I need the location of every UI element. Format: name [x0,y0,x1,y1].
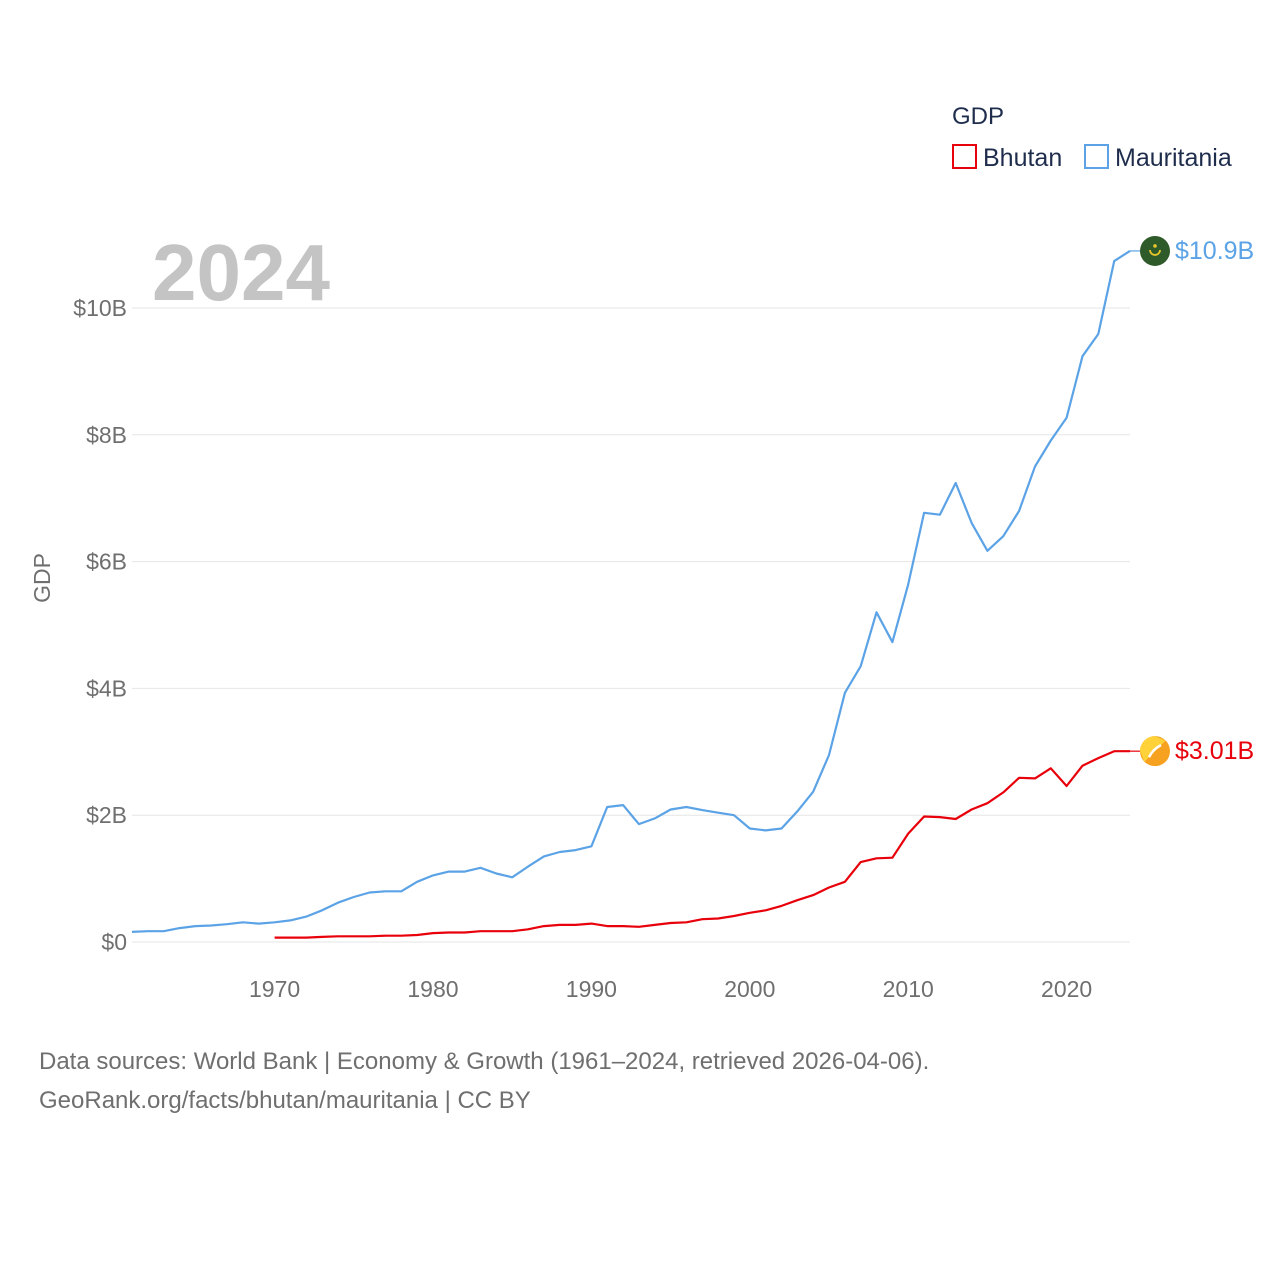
flag-crescent [1149,249,1161,256]
series-line-bhutan [274,750,1130,939]
legend-swatch-mauritania [1084,144,1109,169]
legend-label-mauritania: Mauritania [1115,144,1232,172]
bhutan-flag-icon [1140,736,1170,767]
y-tick-label: $8B [86,422,127,448]
x-tick-label: 1990 [566,976,617,1002]
source-line: Data sources: World Bank | Economy & Gro… [39,1048,929,1075]
x-tick-label: 2000 [724,976,775,1002]
x-tick-label: 1980 [407,976,458,1002]
y-tick-label: $10B [73,295,127,321]
end-value-label-bhutan: $3.01B [1175,737,1254,765]
y-axis-label: GDP [29,553,55,603]
x-tick-label: 2010 [883,976,934,1002]
y-tick-label: $0 [101,929,127,955]
mauritania-flag-icon [1140,235,1170,266]
legend-label-bhutan: Bhutan [983,144,1062,172]
gridlines [132,307,1130,943]
attribution-line: GeoRank.org/facts/bhutan/mauritania | CC… [39,1087,531,1114]
y-tick-label: $2B [86,802,127,828]
year-label: 2024 [152,228,330,317]
legend-swatch-bhutan [952,144,977,169]
end-value-label-mauritania: $10.9B [1175,237,1254,265]
y-axis-ticks: $0 $2B $4B $6B $8B $10B [73,295,127,955]
x-axis-ticks: 1970 1980 1990 2000 2010 2020 [249,976,1092,1002]
series-lines: $10.9B $3.01B [131,235,1254,939]
legend: GDP Bhutan Mauritania [952,103,1232,172]
y-tick-label: $6B [86,549,127,575]
x-tick-label: 1970 [249,976,300,1002]
flag-dragon [1147,744,1162,758]
series-line-mauritania [131,249,1131,933]
y-tick-label: $4B [86,675,127,701]
flag-yellow-half [1140,736,1166,762]
legend-title: GDP [952,103,1004,130]
x-tick-label: 2020 [1041,976,1092,1002]
flag-disc [1140,235,1170,266]
flag-star [1153,244,1157,248]
